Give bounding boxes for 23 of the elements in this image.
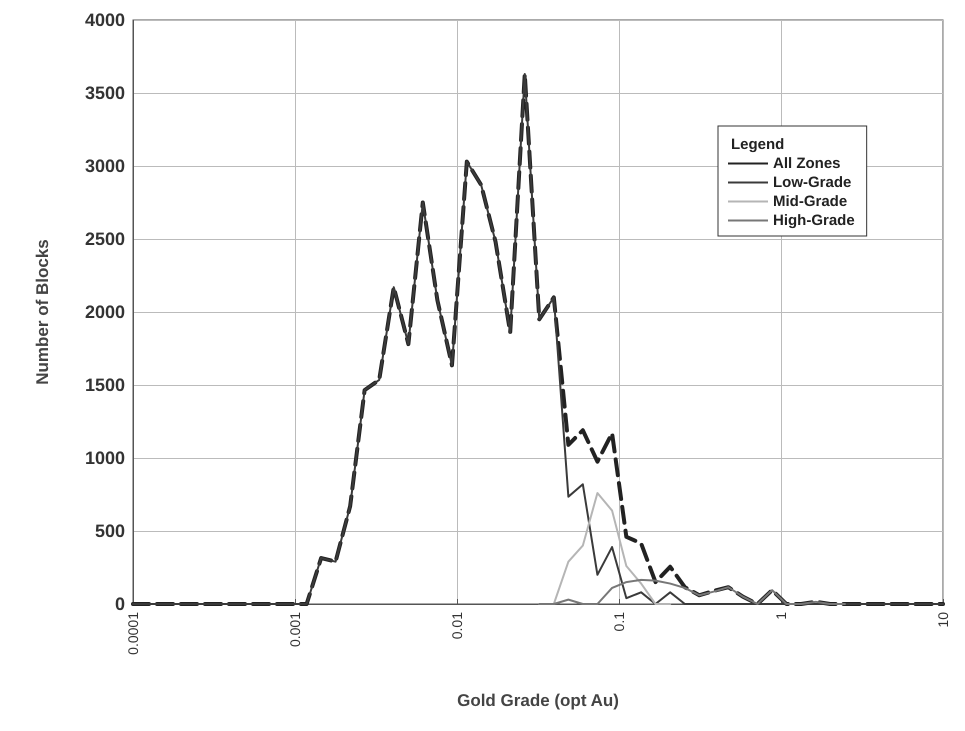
legend-label: Mid-Grade [773, 193, 848, 210]
y-axis-title: Number of Blocks [33, 239, 52, 385]
x-tick-label: 0.01 [449, 612, 465, 640]
x-tick-label: 0.001 [287, 612, 303, 648]
x-tick-label: 0.1 [611, 612, 627, 632]
y-tick-label: 2500 [84, 229, 125, 249]
line-series [538, 578, 846, 605]
y-tick-label: 4000 [84, 10, 125, 30]
x-tick-label: 1 [773, 612, 789, 620]
x-tick-label: 10 [935, 612, 951, 628]
y-tick-label: 2000 [84, 302, 125, 322]
y-tick-label: 3000 [84, 156, 125, 176]
y-tick-label: 500 [94, 521, 125, 541]
legend-label: All Zones [773, 155, 841, 172]
legend-label: High-Grade [773, 212, 855, 229]
y-tick-label: 0 [114, 594, 125, 614]
y-tick-label: 3500 [84, 83, 125, 103]
y-tick-label: 1500 [84, 375, 125, 395]
x-axis-title: Gold Grade (opt Au) [457, 691, 619, 710]
legend-label: Low-Grade [773, 174, 852, 191]
legend-title: Legend [731, 136, 784, 153]
x-tick-label: 0.0001 [125, 612, 141, 655]
y-tick-label: 1000 [84, 448, 125, 468]
